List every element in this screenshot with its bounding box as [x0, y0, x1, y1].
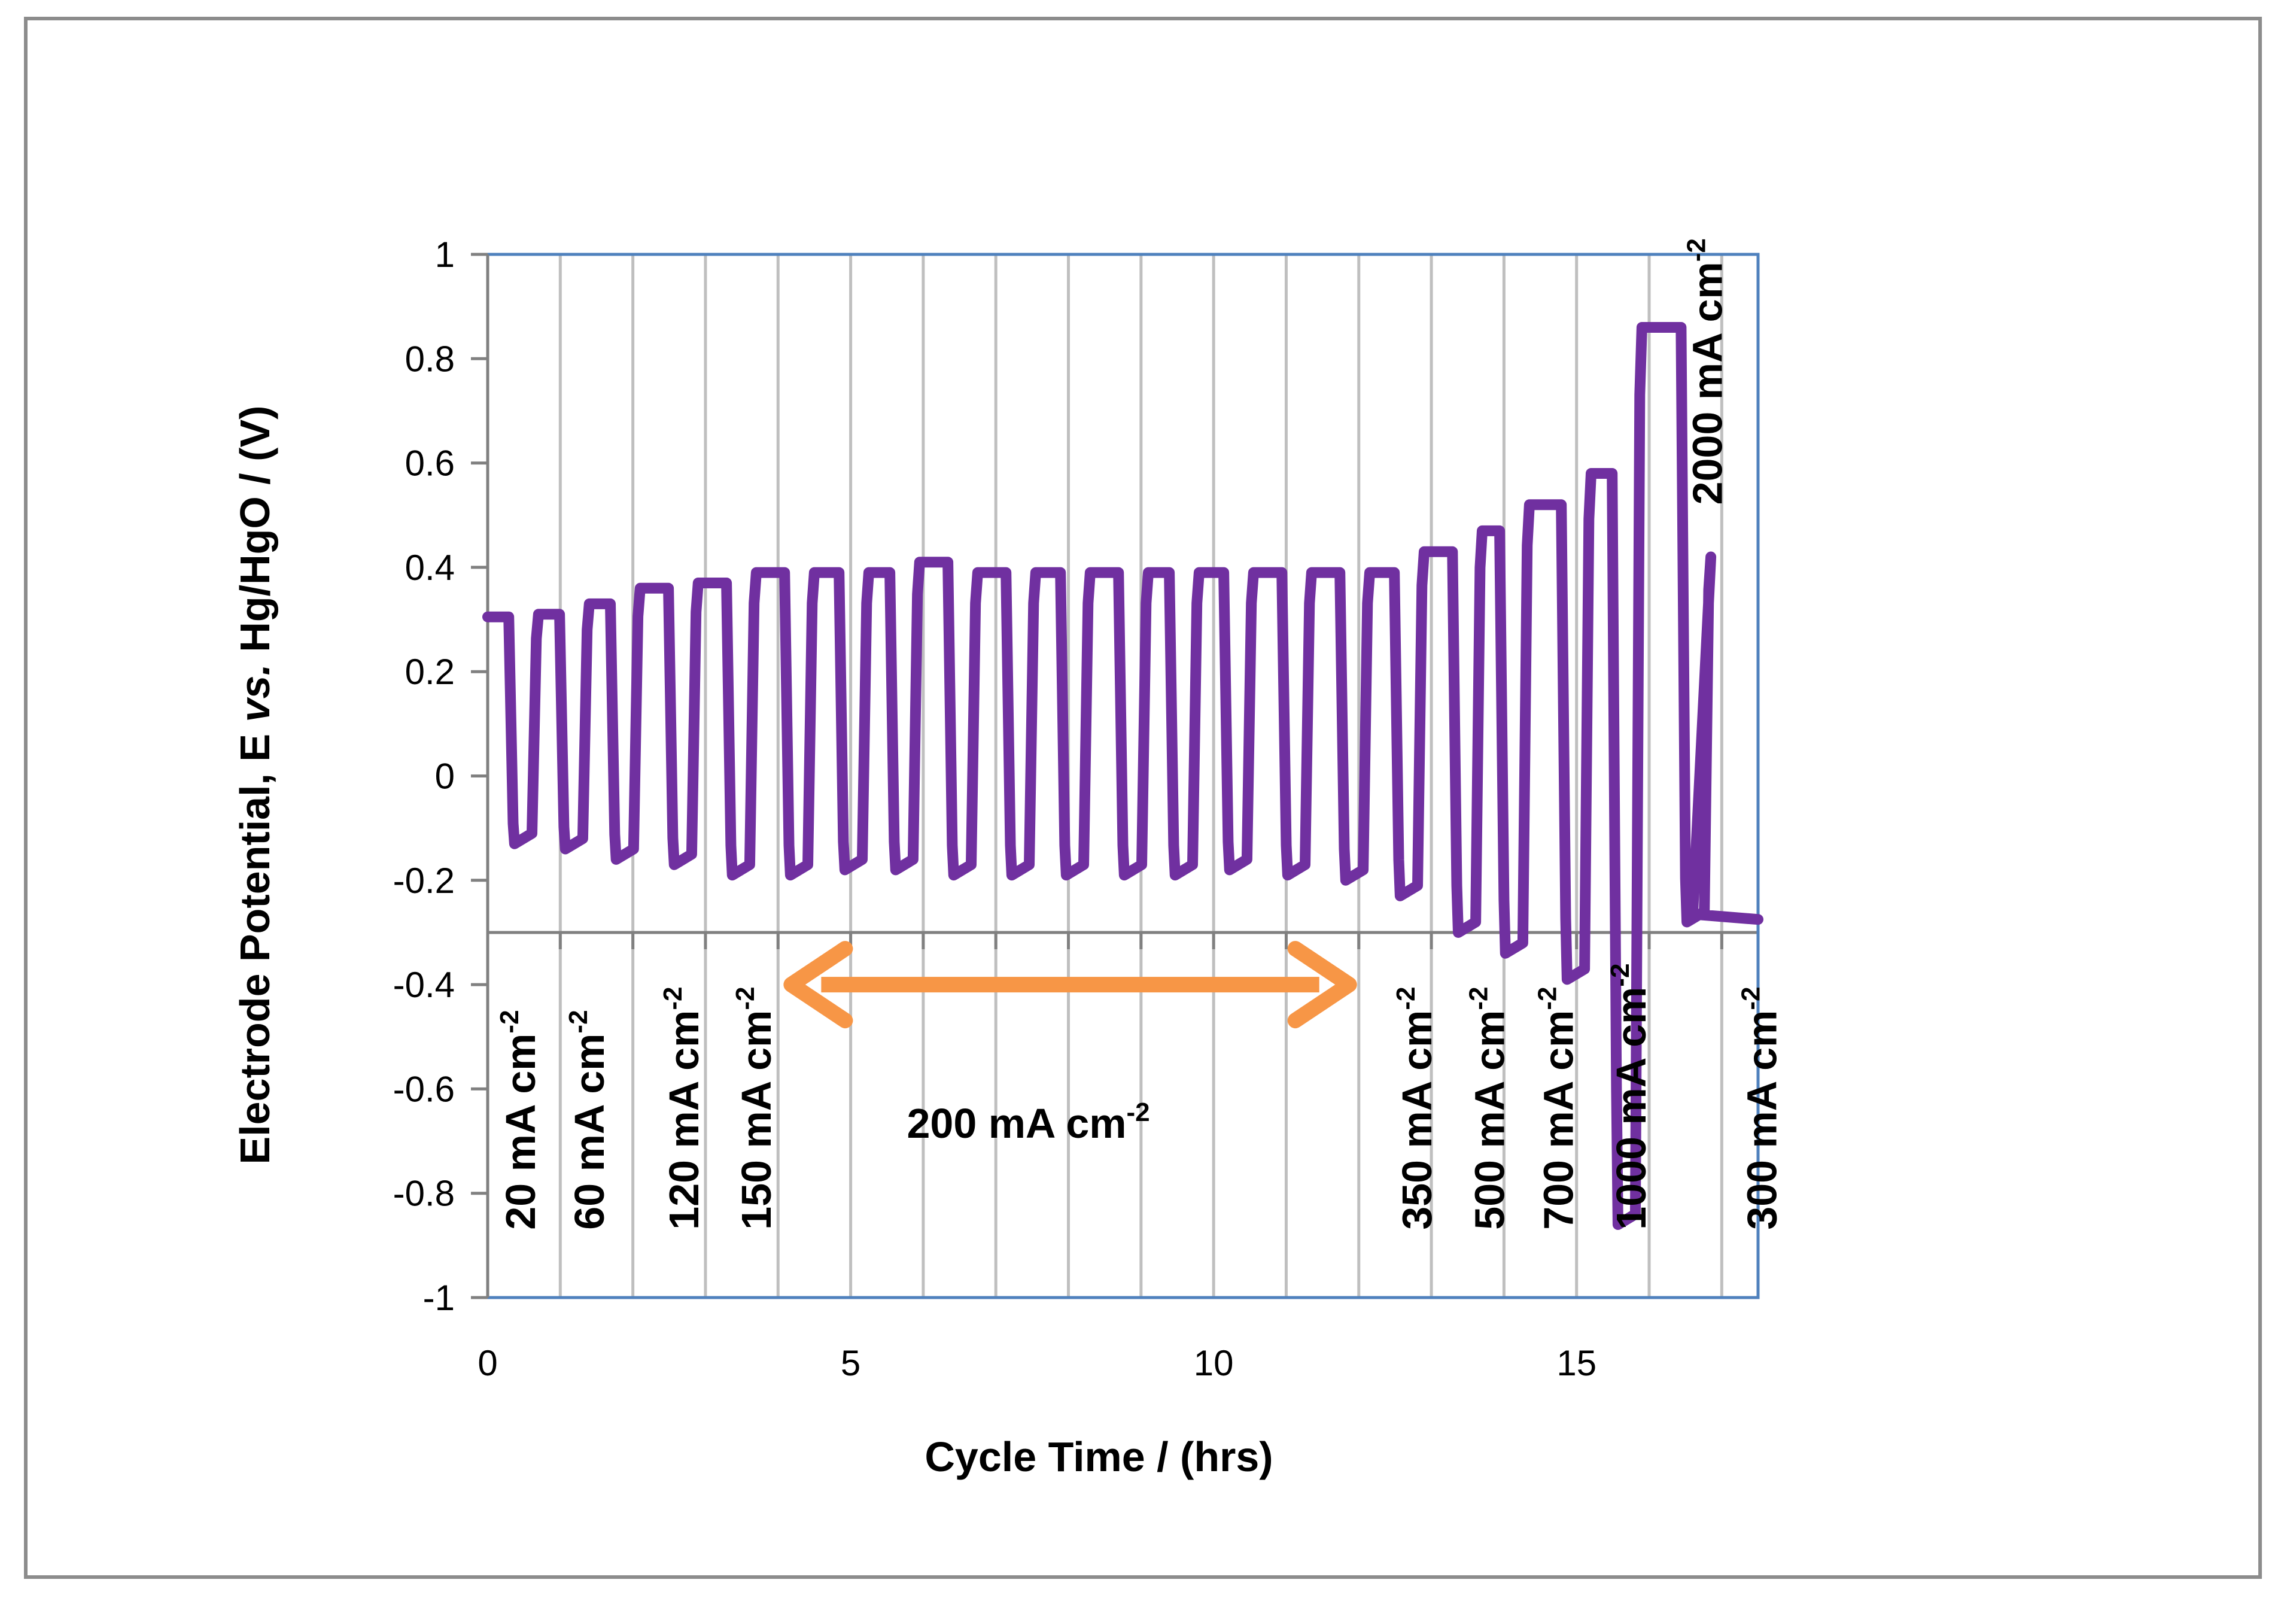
range-arrow-left-head	[783, 941, 853, 1029]
y-tick-label: 0.4	[405, 548, 455, 588]
y-tick-label: -0.8	[393, 1174, 455, 1214]
range-arrow-right-head	[1287, 941, 1357, 1029]
y-tick-label: 0.8	[405, 339, 455, 379]
x-tick-label: 10	[1194, 1343, 1234, 1383]
current-density-label: 2000 mA cm-2	[1681, 238, 1731, 505]
y-tick-label: -0.2	[393, 861, 455, 901]
y-axis-title: Electrode Potential, E vs. Hg/HgO / (V)	[232, 405, 278, 1164]
y-tick-label: 0.6	[405, 443, 455, 484]
y-tick-label: -0.6	[393, 1069, 455, 1109]
y-tick-label: 0.2	[405, 652, 455, 692]
y-tick-label: 1	[435, 235, 455, 275]
x-tick-label: 15	[1556, 1343, 1596, 1383]
current-density-label: 500 mA cm-2	[1464, 987, 1513, 1230]
current-density-label: 20 mA cm-2	[495, 1010, 544, 1229]
current-density-label: 700 mA cm-2	[1533, 987, 1582, 1230]
axes: 1 0.8 0.6 0.4 0.2 0 -0.2 -0.4 -0.6 -0.8 -1 0 5 10 15	[393, 235, 1760, 1383]
axis-titles: Cycle Time / (hrs) Electrode Potential, E…	[232, 405, 1273, 1480]
current-density-label: 60 mA cm-2	[564, 1010, 613, 1229]
x-tick-label: 5	[841, 1343, 860, 1383]
current-density-label: 300 mA cm-2	[1736, 987, 1785, 1230]
y-tick-label: 0	[435, 757, 455, 797]
x-tick-label: 0	[478, 1343, 497, 1383]
arrow-group: 200 mA cm-2	[783, 941, 1357, 1147]
annotations: 20 mA cm-2 60 mA cm-2 120 mA cm-2 150 mA cm…	[495, 238, 1785, 1230]
current-density-label: 150 mA cm-2	[731, 987, 780, 1230]
current-density-label: 1000 mA cm-2	[1605, 964, 1655, 1230]
current-density-label: 120 mA cm-2	[658, 987, 707, 1230]
y-tick-label: -0.4	[393, 965, 455, 1005]
series-group	[482, 322, 1763, 1230]
current-density-label: 350 mA cm-2	[1391, 987, 1440, 1230]
range-arrow-label: 200 mA cm-2	[907, 1098, 1149, 1147]
x-axis-title: Cycle Time / (hrs)	[925, 1433, 1273, 1480]
potential-series-line	[482, 322, 1763, 1230]
y-tick-label: -1	[423, 1278, 455, 1318]
